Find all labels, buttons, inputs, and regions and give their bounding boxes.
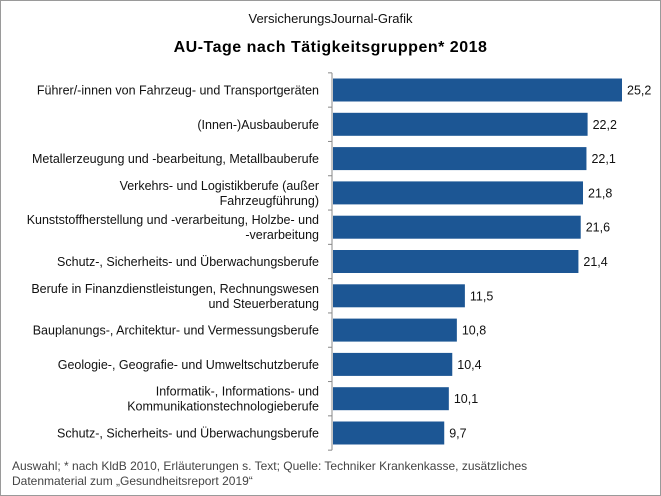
- category-label: Schutz-, Sicherheits- und Überwachungsbe…: [57, 427, 319, 441]
- category-label-line: und Steuerberatung: [208, 297, 319, 311]
- category-label-line: Berufe in Finanzdienstleistungen, Rechnu…: [31, 282, 319, 296]
- value-label: 22,1: [591, 152, 615, 166]
- value-label: 25,2: [627, 84, 651, 98]
- bar: [333, 181, 584, 205]
- bar: [333, 387, 449, 411]
- category-label-line: Schutz-, Sicherheits- und Überwachungsbe…: [57, 427, 319, 441]
- value-label: 9,7: [449, 427, 466, 441]
- bars-layer: [333, 78, 622, 445]
- bar: [333, 78, 622, 102]
- category-label: (Innen-)Ausbauberufe: [197, 118, 319, 132]
- category-label-line: Führer/-innen von Fahrzeug- und Transpor…: [37, 84, 319, 98]
- value-label: 21,6: [586, 221, 610, 235]
- category-label: Geologie-, Geografie- und Umweltschutzbe…: [58, 358, 319, 372]
- category-label-line: Kunststoffherstellung und -verarbeitung,…: [27, 213, 319, 227]
- category-label-line: Fahrzeugführung): [220, 194, 319, 208]
- footnote: Auswahl; * nach KldB 2010, Erläuterungen…: [12, 459, 528, 488]
- category-label-line: Bauplanungs-, Architektur- und Vermessun…: [33, 324, 319, 338]
- category-label: Schutz-, Sicherheits- und Überwachungsbe…: [57, 255, 319, 269]
- value-label: 21,8: [588, 186, 612, 200]
- bar: [333, 318, 457, 342]
- labels-layer: 25,2 Führer/-innen von Fahrzeug- und Tran…: [27, 84, 652, 441]
- category-label-line: Metallerzeugung und -bearbeitung, Metall…: [32, 152, 319, 166]
- value-label: 22,2: [593, 118, 617, 132]
- category-label: Bauplanungs-, Architektur- und Vermessun…: [33, 324, 319, 338]
- bar: [333, 421, 445, 445]
- category-label-line: Geologie-, Geografie- und Umweltschutzbe…: [58, 358, 319, 372]
- value-label: 21,4: [583, 255, 607, 269]
- bar: [333, 250, 579, 273]
- value-label: 10,1: [454, 392, 478, 406]
- chart-source: VersicherungsJournal-Grafik: [248, 11, 413, 26]
- category-label-line: -verarbeitung: [245, 228, 319, 242]
- value-label: 10,8: [462, 324, 486, 338]
- category-label: Informatik-, Informations- und Kommunikat…: [127, 385, 319, 414]
- category-label-line: Kommunikationstechnologieberufe: [127, 400, 319, 414]
- category-label-line: Informatik-, Informations- und: [156, 385, 319, 399]
- category-label-line: Schutz-, Sicherheits- und Überwachungsbe…: [57, 255, 319, 269]
- category-label-line: Verkehrs- und Logistikberufe (außer: [120, 179, 319, 193]
- value-label: 10,4: [457, 358, 481, 372]
- category-label: Verkehrs- und Logistikberufe (außer Fahrz…: [120, 179, 319, 208]
- bar: [333, 352, 453, 376]
- chart-title: AU-Tage nach Tätigkeitsgruppen* 2018: [173, 39, 488, 56]
- category-label: Berufe in Finanzdienstleistungen, Rechnu…: [31, 282, 319, 311]
- bar: [333, 284, 465, 308]
- category-label: Kunststoffherstellung und -verarbeitung,…: [27, 213, 319, 242]
- value-label: 11,5: [470, 289, 493, 303]
- bar: [333, 215, 581, 239]
- category-label: Metallerzeugung und -bearbeitung, Metall…: [32, 152, 319, 166]
- category-label-line: (Innen-)Ausbauberufe: [197, 118, 319, 132]
- category-label: Führer/-innen von Fahrzeug- und Transpor…: [37, 84, 319, 98]
- bar: [333, 147, 587, 171]
- bar: [333, 112, 588, 136]
- axis-layer: [328, 72, 333, 451]
